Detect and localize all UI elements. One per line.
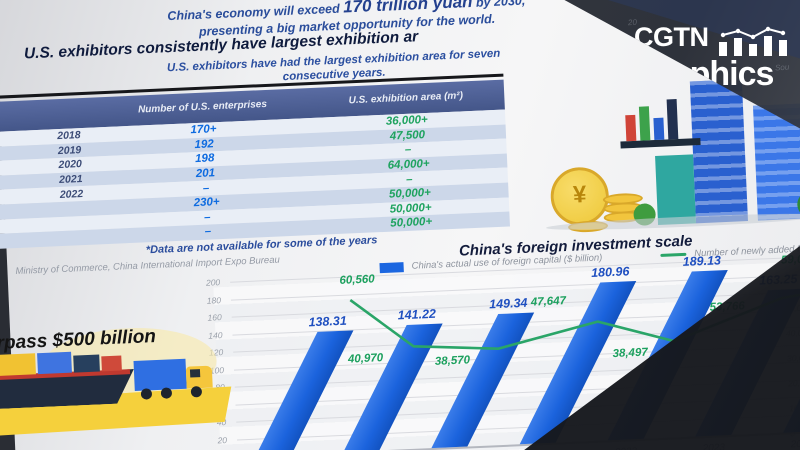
bar-value-label: 141.22 <box>397 307 437 323</box>
truck-container-icon <box>133 358 187 391</box>
left-axis-tick: 200 <box>205 277 221 288</box>
left-axis-tick: 180 <box>206 294 222 306</box>
line-value-label: 38,570 <box>434 353 471 368</box>
bar-value-label: 149.34 <box>488 296 528 312</box>
container-icon <box>73 354 100 373</box>
line-value-label: 38,497 <box>612 346 648 360</box>
truck-window-icon <box>189 369 201 378</box>
trade-illustration: rpass $500 billion <box>0 318 255 450</box>
bar-value-label: 138.31 <box>308 313 348 330</box>
container-icon <box>101 355 122 372</box>
cgtn-logo-chart-icon <box>718 26 787 56</box>
bar-value-label: 189.13 <box>682 252 722 269</box>
container-icon <box>0 353 36 377</box>
line-value-label: 47,647 <box>530 294 567 309</box>
line-value-label: 60,560 <box>339 272 375 287</box>
line-value-label: 40,970 <box>347 351 384 366</box>
bar-value-label: 180.96 <box>590 263 630 280</box>
container-icon <box>37 351 72 375</box>
